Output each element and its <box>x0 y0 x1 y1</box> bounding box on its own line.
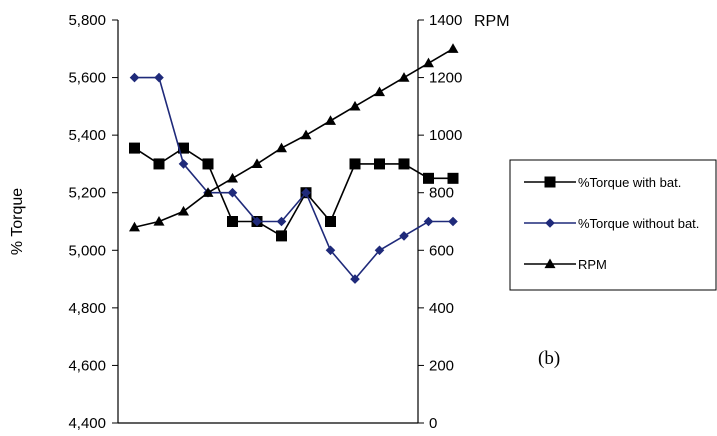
series-3-point <box>202 187 214 197</box>
series-2-point <box>178 159 189 169</box>
legend-label: %Torque without bat. <box>578 216 699 231</box>
right-tick-label: 400 <box>429 300 454 317</box>
series-3-point <box>349 100 361 111</box>
left-tick-label: 5,400 <box>68 127 106 144</box>
series-2-point <box>448 216 458 227</box>
series-3-point <box>129 221 140 232</box>
series-layer <box>129 43 459 284</box>
series-2 <box>129 72 458 284</box>
series-1-point <box>202 158 214 170</box>
panel-label: (b) <box>538 348 560 369</box>
series-2-line <box>134 76 453 281</box>
left-axis-ticks: 4,400 4,600 4,800 5,000 5,200 5,400 5,600 5,800 <box>68 12 118 432</box>
series-1-point <box>398 158 410 170</box>
series-1-point <box>276 230 287 242</box>
series-1-point <box>129 142 140 154</box>
series-2-point <box>276 216 287 227</box>
left-tick-label: 5,800 <box>68 12 106 29</box>
left-axis-title: % Torque <box>9 188 26 255</box>
series-2-point <box>350 274 360 284</box>
left-tick-label: 4,800 <box>68 300 106 317</box>
axes <box>117 20 419 424</box>
left-tick-label: 4,400 <box>68 415 106 432</box>
series-1-point <box>447 172 459 184</box>
series-1-point <box>374 158 385 170</box>
series-2-point <box>227 187 238 198</box>
right-tick-label: 1200 <box>429 70 462 87</box>
series-3-point <box>178 205 189 216</box>
left-tick-label: 5,200 <box>68 185 106 202</box>
right-tick-label: 200 <box>429 357 454 374</box>
legend: %Torque with bat. %Torque without bat. RPM <box>509 159 717 291</box>
right-tick-label: 600 <box>429 242 454 259</box>
series-2-point <box>301 187 311 198</box>
series-3 <box>129 43 459 232</box>
right-tick-label: 0 <box>429 415 437 432</box>
series-1-point <box>325 216 336 227</box>
series-1-point <box>349 158 361 170</box>
series-3-point <box>398 72 410 82</box>
legend-label: %Torque with bat. <box>578 175 681 190</box>
legend-swatch-marker <box>544 176 556 188</box>
series-1-point <box>423 172 434 184</box>
left-tick-label: 5,000 <box>68 242 106 259</box>
series-2-point <box>325 245 336 256</box>
series-3-point <box>276 142 287 153</box>
legend-swatch-marker <box>545 218 555 228</box>
series-3-point <box>325 115 336 125</box>
series-2-point <box>399 231 409 241</box>
series-1-point <box>153 158 165 170</box>
right-tick-label: 1400 <box>429 12 462 29</box>
series-3-point <box>153 216 165 226</box>
series-1-point <box>178 142 189 154</box>
series-1 <box>129 142 459 242</box>
right-axis-title: RPM <box>474 13 510 30</box>
series-3-point <box>374 86 385 97</box>
series-3-point <box>251 158 263 169</box>
series-2-point <box>129 72 140 83</box>
series-2-point <box>423 216 434 227</box>
right-axis-ticks: 0 200 400 600 800 1000 1200 1400 <box>418 12 462 432</box>
legend-swatch-marker <box>544 258 556 269</box>
series-3-point <box>300 129 312 140</box>
series-1-point <box>227 216 238 227</box>
left-tick-label: 4,600 <box>68 357 106 374</box>
series-3-point <box>447 43 459 53</box>
series-2-point <box>252 216 262 227</box>
series-3-point <box>423 57 434 68</box>
series-2-point <box>154 72 164 83</box>
right-tick-label: 800 <box>429 185 454 202</box>
left-tick-label: 5,600 <box>68 70 106 87</box>
legend-label: RPM <box>578 257 607 272</box>
right-tick-label: 1000 <box>429 127 462 144</box>
series-3-point <box>227 172 238 183</box>
series-2-point <box>374 245 385 256</box>
